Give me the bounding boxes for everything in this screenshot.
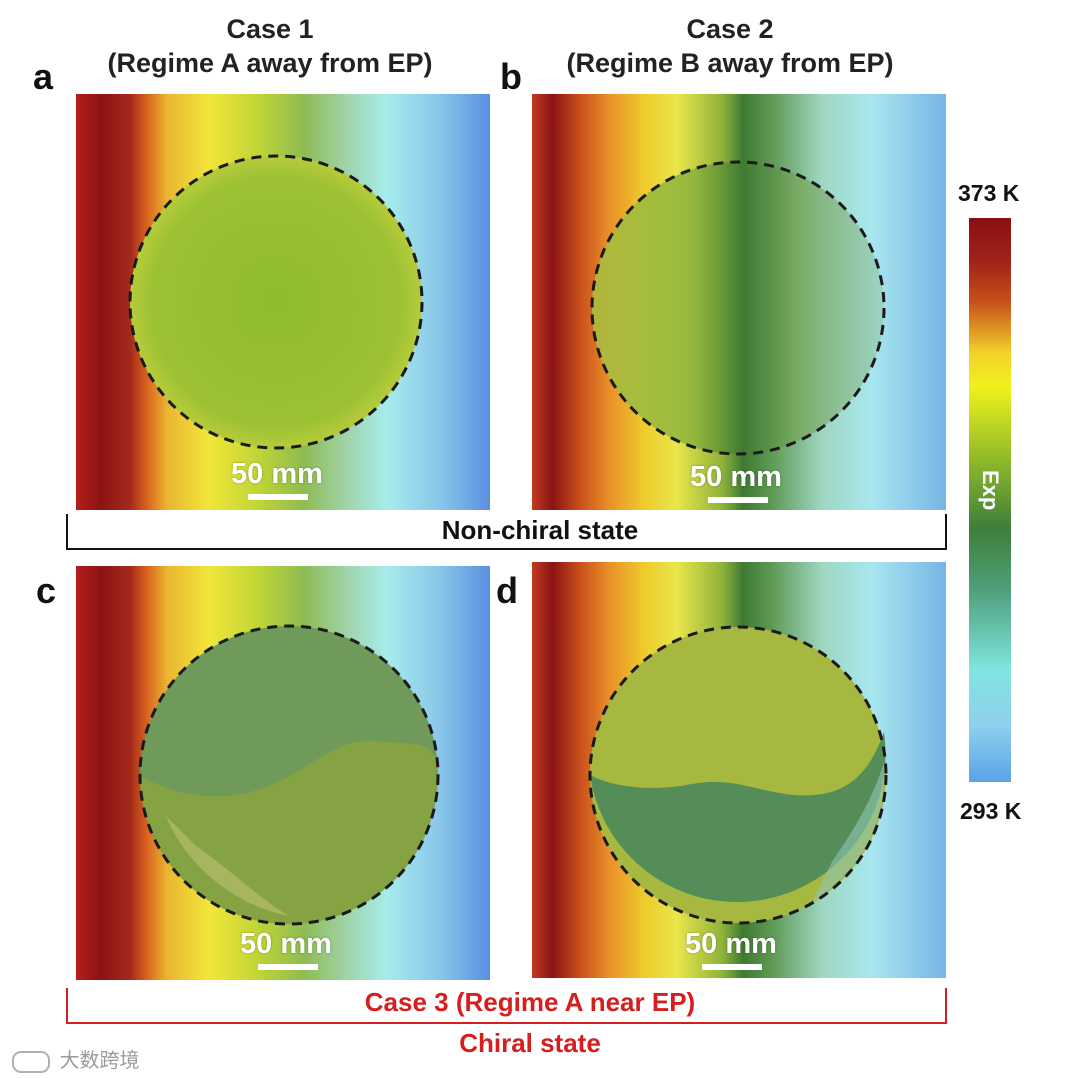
scale-bar-b bbox=[708, 497, 768, 503]
colorbar-max-label: 373 K bbox=[958, 180, 1020, 206]
chiral-bracket bbox=[66, 988, 947, 1024]
colorbar-min-label: 293 K bbox=[960, 798, 1022, 824]
case2-title: Case 2 bbox=[686, 14, 774, 44]
scale-label-d: 50 mm bbox=[685, 928, 777, 960]
non-chiral-bracket bbox=[66, 514, 947, 550]
panel-label-b: b bbox=[500, 56, 522, 97]
scale-label-a: 50 mm bbox=[231, 458, 323, 490]
scale-label-c: 50 mm bbox=[240, 928, 332, 960]
scale-bar-d bbox=[702, 964, 762, 970]
case2-subtitle: (Regime B away from EP) bbox=[566, 48, 894, 78]
case3-label: Case 3 (Regime A near EP) bbox=[364, 987, 696, 1017]
colorbar-title: Exp bbox=[978, 470, 1003, 511]
chiral-state-label: Chiral state bbox=[400, 1027, 660, 1059]
thermal-map-panel-b bbox=[532, 94, 946, 510]
scale-bar-c bbox=[258, 964, 318, 970]
watermark-text: 大数跨境 bbox=[59, 1050, 140, 1072]
thermal-map-panel-d bbox=[532, 562, 946, 978]
panel-label-d: d bbox=[496, 570, 518, 611]
thermal-map-panel-a bbox=[76, 94, 490, 510]
thermal-map-panel-c bbox=[76, 566, 490, 980]
panel-label-c: c bbox=[36, 570, 57, 611]
non-chiral-state-label: Non-chiral state bbox=[400, 514, 680, 546]
panel-label-a: a bbox=[33, 56, 54, 97]
case1-title: Case 1 bbox=[226, 14, 314, 44]
scale-bar-a bbox=[248, 494, 308, 500]
colorbar bbox=[969, 218, 1011, 782]
watermark-logo-icon bbox=[12, 1050, 50, 1073]
watermark: 大数跨境 bbox=[12, 1044, 140, 1073]
case1-subtitle: (Regime A away from EP) bbox=[107, 48, 433, 78]
scale-label-b: 50 mm bbox=[690, 461, 782, 493]
